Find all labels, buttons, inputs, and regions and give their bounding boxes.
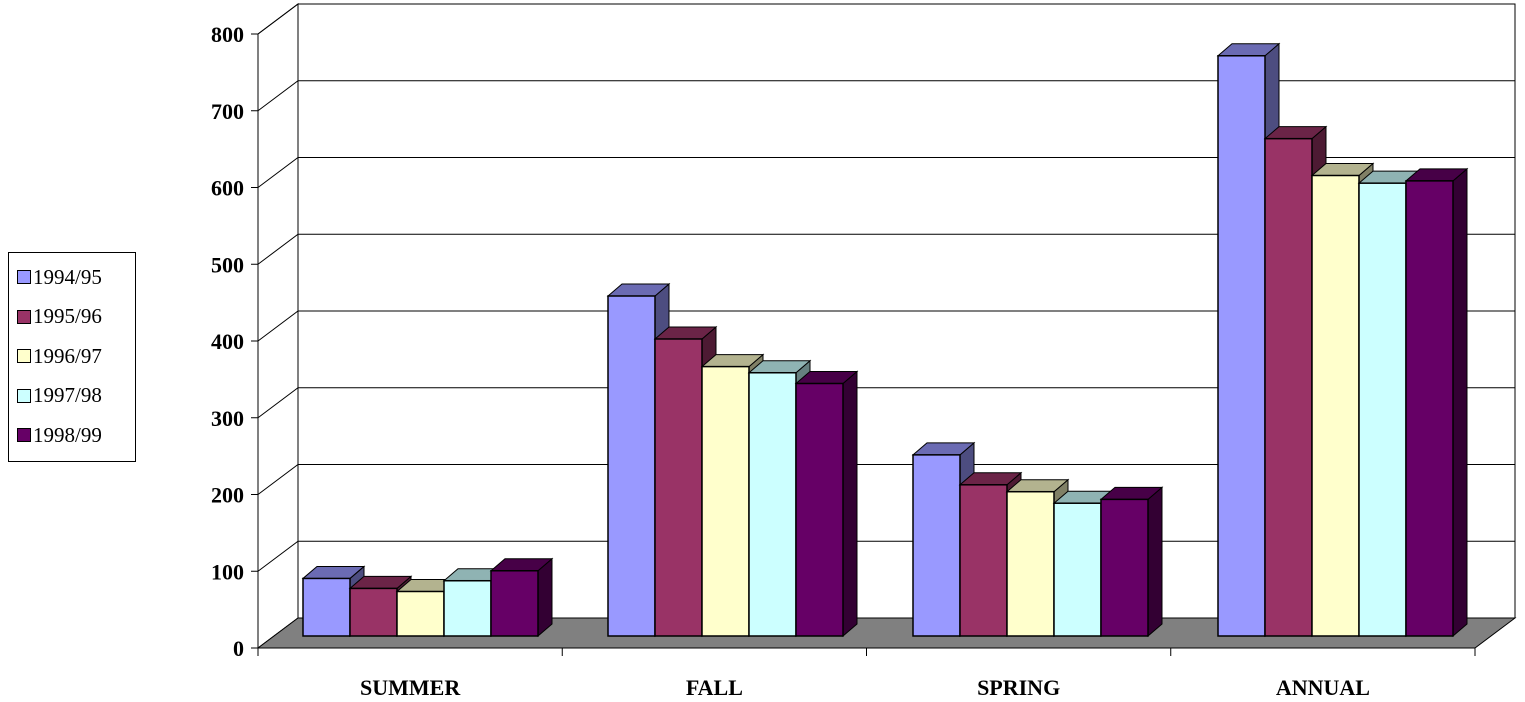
gridline-600 bbox=[257, 157, 1515, 188]
bar-front bbox=[795, 382, 844, 637]
legend-item: 1995/96 bbox=[17, 304, 102, 329]
legend-swatch bbox=[17, 388, 31, 403]
legend-item: 1998/99 bbox=[17, 423, 102, 447]
bar bbox=[1404, 167, 1469, 638]
legend-swatch bbox=[17, 428, 31, 442]
legend-item: 1996/97 bbox=[17, 344, 102, 368]
y-tick-label: 200 bbox=[211, 483, 244, 508]
bar-front bbox=[701, 365, 750, 637]
y-axis-tick-labels: 0 100 200 300 400 500 600 700 800 bbox=[211, 22, 244, 661]
bar-front bbox=[1100, 498, 1149, 637]
x-category-label: ANNUAL bbox=[1276, 675, 1370, 700]
gridline-700 bbox=[257, 80, 1515, 112]
legend-item: 1997/98 bbox=[17, 383, 102, 408]
bar-front bbox=[349, 587, 398, 637]
bar-front bbox=[1264, 137, 1313, 637]
legend: 1994/95 1995/96 1996/97 1997/98 1998/99 bbox=[8, 252, 136, 462]
x-category-label: FALL bbox=[686, 675, 743, 700]
x-category-label: SPRING bbox=[977, 675, 1060, 700]
y-tick-label: 100 bbox=[211, 559, 244, 584]
y-tick-label: 0 bbox=[233, 636, 244, 661]
bar-front bbox=[1053, 502, 1102, 637]
bar-front bbox=[1405, 180, 1454, 637]
y-tick-label: 700 bbox=[211, 99, 244, 124]
gridline-200 bbox=[257, 464, 1515, 495]
legend-label: 1998/99 bbox=[33, 422, 102, 447]
bar bbox=[794, 370, 859, 638]
bar-front bbox=[490, 570, 539, 637]
legend-label: 1997/98 bbox=[33, 383, 102, 407]
gridline-500 bbox=[257, 233, 1515, 265]
bar-front bbox=[302, 577, 351, 637]
x-axis-category-labels: SUMMER FALL SPRING ANNUAL bbox=[360, 675, 1370, 700]
bar-front bbox=[654, 338, 703, 637]
legend-swatch bbox=[17, 309, 31, 324]
y-tick-label: 400 bbox=[211, 329, 244, 354]
bar bbox=[1099, 486, 1164, 638]
bar-front bbox=[959, 484, 1008, 637]
legend-label: 1996/97 bbox=[33, 343, 102, 368]
gridline-800 bbox=[257, 3, 1515, 35]
bar-front bbox=[396, 590, 445, 637]
y-tick-label: 500 bbox=[211, 252, 244, 277]
bar-front bbox=[912, 454, 961, 637]
bar-side bbox=[1147, 486, 1163, 638]
bar-side bbox=[842, 370, 858, 638]
bar-front bbox=[748, 371, 797, 637]
legend-label: 1994/95 bbox=[33, 264, 102, 289]
y-tick-label: 600 bbox=[211, 176, 244, 201]
legend-swatch bbox=[17, 349, 31, 363]
y-tick-label: 300 bbox=[211, 406, 244, 431]
y-tick-label: 800 bbox=[211, 22, 244, 47]
x-category-label: SUMMER bbox=[360, 675, 461, 700]
bar-side bbox=[1452, 167, 1468, 638]
bar-side bbox=[537, 557, 553, 638]
bar-front bbox=[1358, 182, 1407, 637]
bar-front bbox=[443, 579, 492, 637]
bars bbox=[301, 42, 1469, 638]
bar-front bbox=[1217, 55, 1266, 637]
gridline-300 bbox=[257, 387, 1515, 419]
bar-front bbox=[1311, 174, 1360, 637]
axes bbox=[251, 33, 1476, 656]
legend-swatch bbox=[17, 270, 31, 284]
bar bbox=[489, 557, 554, 638]
gridline-400 bbox=[257, 310, 1515, 342]
bar-front bbox=[1006, 490, 1055, 637]
legend-item: 1994/95 bbox=[17, 265, 102, 289]
bar-front bbox=[607, 295, 656, 637]
legend-label: 1995/96 bbox=[33, 304, 102, 328]
